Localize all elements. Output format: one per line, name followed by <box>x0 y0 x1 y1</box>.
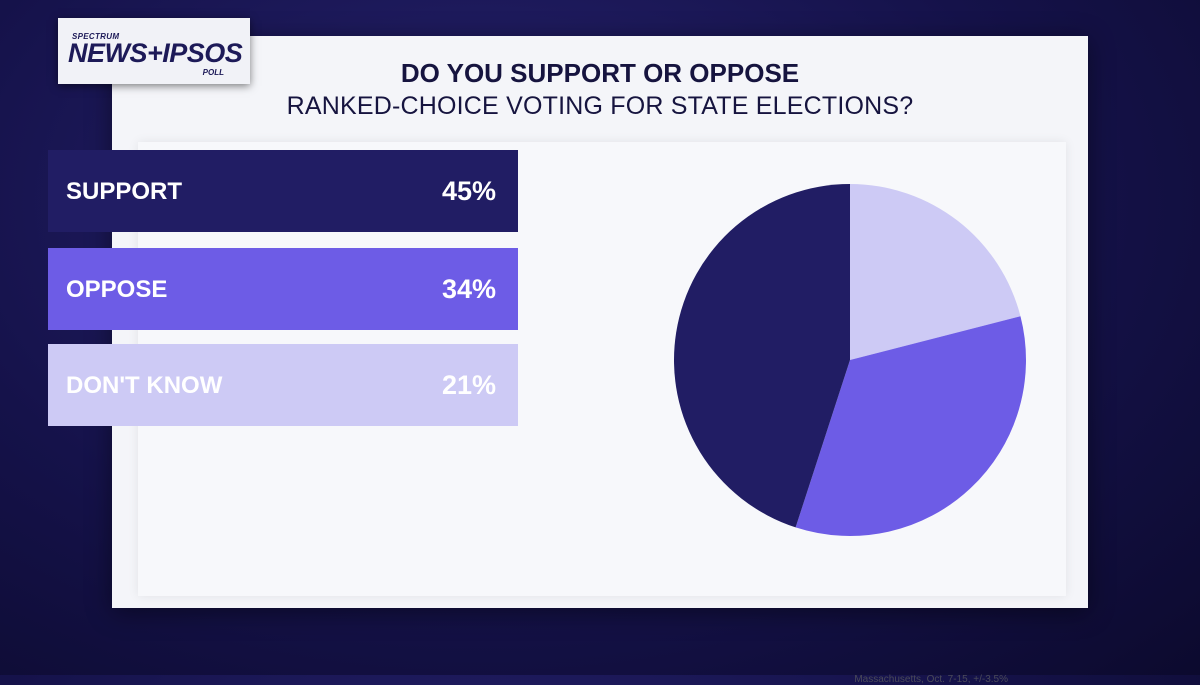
dont-know-bar: DON'T KNOW 21% <box>48 344 518 426</box>
oppose-bar: OPPOSE 34% <box>48 248 518 330</box>
news-ipsos-logo: SPECTRUM NEWS+IPSOS POLL <box>58 18 250 84</box>
pie-slice-don-t-know <box>850 184 1021 360</box>
support-value: 45% <box>441 176 496 206</box>
chart-title-line2: RANKED-CHOICE VOTING FOR STATE ELECTIONS… <box>286 92 914 120</box>
oppose-label: OPPOSE <box>66 276 168 303</box>
logo-main-text: NEWS+IPSOS <box>68 38 243 68</box>
support-bar: SUPPORT 45% <box>48 150 518 232</box>
dont-know-label: DON'T KNOW <box>66 372 223 399</box>
logo-top-text: SPECTRUM <box>72 32 120 41</box>
oppose-value: 34% <box>441 274 496 304</box>
source-note: Massachusetts, Oct. 7-15, +/-3.5% <box>854 674 1008 685</box>
logo-sub-text: POLL <box>202 68 224 77</box>
pie-slice-oppose <box>795 316 1026 536</box>
pie-slice-support <box>674 184 850 528</box>
chart-title-line1: DO YOU SUPPORT OR OPPOSE <box>400 58 800 88</box>
pie-chart <box>674 184 1026 536</box>
support-label: SUPPORT <box>66 178 183 205</box>
dont-know-value: 21% <box>441 370 496 400</box>
